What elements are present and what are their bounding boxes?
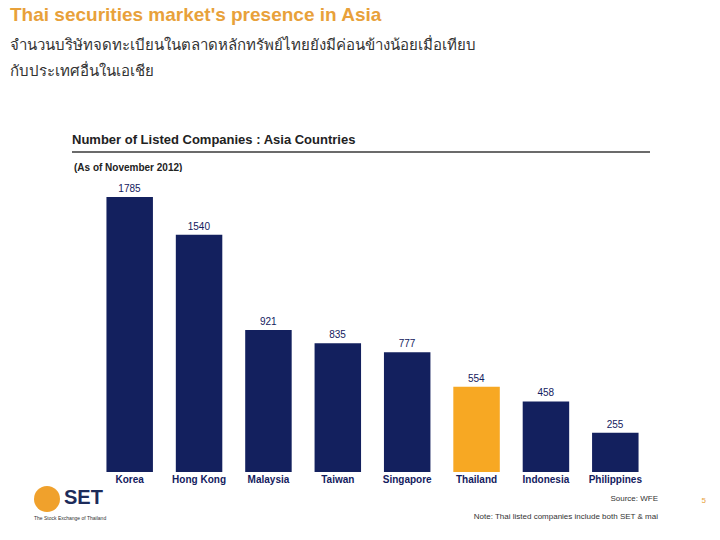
html-text:Thai securities market's prese: Thai securities market's presence in Asi… <box>10 4 382 25</box>
html-text:The Stock Exchange of Thailand: The Stock Exchange of Thailand <box>34 515 107 521</box>
html-text:Number of Listed Companies : A: Number of Listed Companies : Asia Countr… <box>72 132 356 147</box>
svg-text:458: 458 <box>537 387 554 398</box>
html-text:จำนวนบริษัทจดทะเบียนในตลาดหลัก: จำนวนบริษัทจดทะเบียนในตลาดหลักทรัพย์ไทยย… <box>10 36 476 54</box>
svg-text:777: 777 <box>399 338 416 349</box>
html-text:5: 5 <box>701 496 706 505</box>
html-text:กับประเทศอื่นในเอเชีย: กับประเทศอื่นในเอเชีย <box>10 62 154 80</box>
svg-text:Taiwan: Taiwan <box>321 474 354 485</box>
svg-text:Indonesia: Indonesia <box>523 474 570 485</box>
svg-text:835: 835 <box>329 329 346 340</box>
svg-text:Singapore: Singapore <box>383 474 432 485</box>
svg-text:255: 255 <box>607 419 624 430</box>
html-text:Source: WFE: Source: WFE <box>610 494 658 503</box>
html-text:SET: SET <box>64 486 103 508</box>
svg-text:Philippines: Philippines <box>589 474 643 485</box>
svg-text:Hong Kong: Hong Kong <box>172 474 226 485</box>
svg-text:1540: 1540 <box>188 221 211 232</box>
svg-text:921: 921 <box>260 316 277 327</box>
html-text:(As of November 2012): (As of November 2012) <box>74 162 183 173</box>
svg-text:Korea: Korea <box>116 474 145 485</box>
svg-text:Thailand: Thailand <box>456 474 497 485</box>
svg-text:1785: 1785 <box>118 183 141 194</box>
svg-text:Malaysia: Malaysia <box>248 474 290 485</box>
svg-text:554: 554 <box>468 373 485 384</box>
html-text:Note: Thai listed companies in: Note: Thai listed companies include both… <box>473 512 658 521</box>
